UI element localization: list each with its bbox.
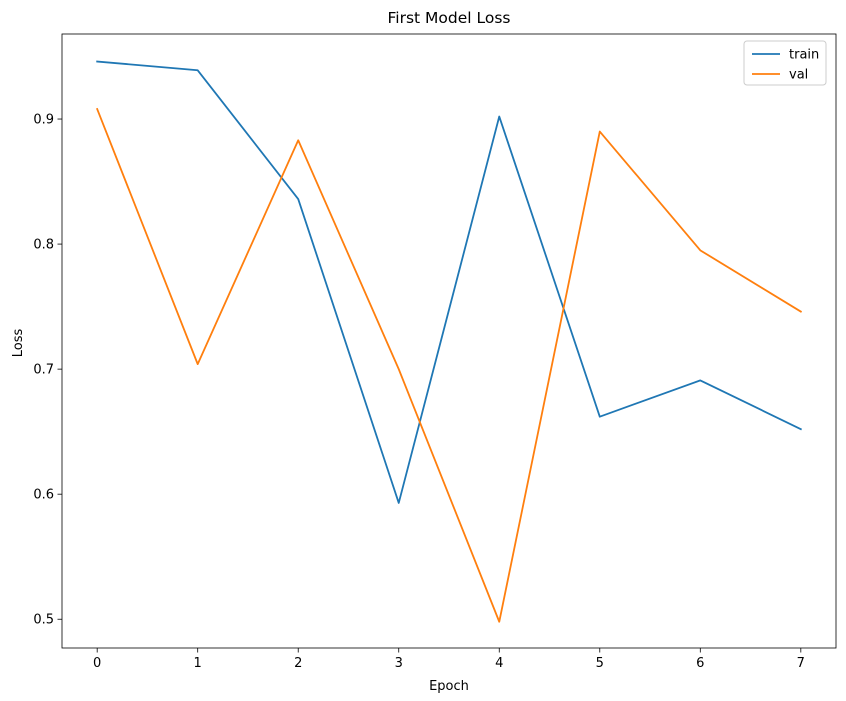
x-tick-label: 2	[294, 656, 302, 671]
y-tick-label: 0.6	[33, 488, 54, 503]
series-line-val	[96, 107, 803, 623]
x-tick-label: 7	[797, 656, 805, 671]
y-tick-label: 0.7	[33, 363, 54, 378]
y-tick-label: 0.5	[33, 613, 54, 628]
x-tick-label: 0	[93, 656, 101, 671]
y-axis-label: Loss	[11, 329, 26, 358]
legend-label-val: val	[789, 68, 808, 83]
y-tick-label: 0.8	[33, 238, 54, 253]
axes-frame	[61, 33, 837, 649]
x-tick-label: 6	[696, 656, 704, 671]
series-line-train	[96, 60, 803, 504]
x-tick-label: 4	[495, 656, 503, 671]
x-tick-label: 3	[395, 656, 403, 671]
chart-title: First Model Loss	[387, 9, 510, 27]
x-tick-label: 1	[194, 656, 202, 671]
y-tick-label: 0.9	[33, 113, 54, 128]
x-tick-label: 5	[596, 656, 604, 671]
legend: train val	[743, 40, 827, 86]
plot-area: 0 1 2 3 4 5 6 7 0.5 0.6 0.7 0.8 0.9	[33, 33, 837, 671]
legend-label-train: train	[789, 48, 819, 63]
x-axis-label: Epoch	[429, 679, 469, 694]
